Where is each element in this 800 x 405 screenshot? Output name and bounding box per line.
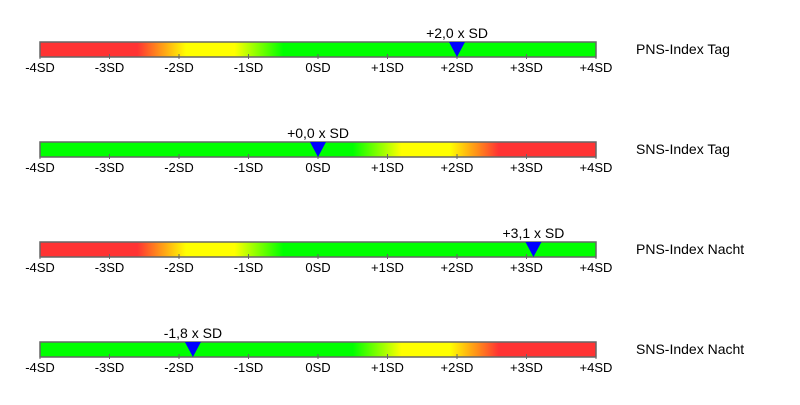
tick-label: -2SD xyxy=(164,160,194,175)
tick-label: +4SD xyxy=(580,360,613,375)
gauge-1: -4SD -3SD -2SD -1SD 0SD +1SD +2SD +3SD +4SD +0,0 … xyxy=(25,125,730,175)
value-marker xyxy=(525,242,542,257)
tick-label: +3SD xyxy=(510,60,543,75)
value-marker xyxy=(449,42,465,57)
gauge-label: PNS-Index Nacht xyxy=(636,241,744,257)
tick-label: -1SD xyxy=(234,360,264,375)
tick-label: +4SD xyxy=(580,60,613,75)
value-marker xyxy=(310,142,326,157)
gauge-label: PNS-Index Tag xyxy=(636,41,730,57)
tick-label: 0SD xyxy=(305,160,330,175)
value-marker xyxy=(184,342,201,357)
gauge-2: -4SD -3SD -2SD -1SD 0SD +1SD +2SD +3SD +4SD +3,1 … xyxy=(25,225,744,275)
gauge-3: -4SD -3SD -2SD -1SD 0SD +1SD +2SD +3SD +4SD -1,8 … xyxy=(25,325,744,375)
tick-label: 0SD xyxy=(305,360,330,375)
tick-label: +1SD xyxy=(371,360,404,375)
value-label: -1,8 x SD xyxy=(164,325,222,341)
tick-label: +2SD xyxy=(441,60,474,75)
tick-label: +3SD xyxy=(510,160,543,175)
tick-label: -4SD xyxy=(25,160,55,175)
tick-label: -3SD xyxy=(95,260,125,275)
tick-label: -2SD xyxy=(164,360,194,375)
tick-label: 0SD xyxy=(305,260,330,275)
tick-label: -2SD xyxy=(164,60,194,75)
tick-label: -1SD xyxy=(234,60,264,75)
tick-label: +1SD xyxy=(371,60,404,75)
value-label: +2,0 x SD xyxy=(426,25,488,41)
tick-label: +2SD xyxy=(441,160,474,175)
tick-label: +1SD xyxy=(371,160,404,175)
tick-label: -4SD xyxy=(25,360,55,375)
tick-label: +4SD xyxy=(580,160,613,175)
gauge-label: SNS-Index Nacht xyxy=(636,341,744,357)
tick-label: -4SD xyxy=(25,60,55,75)
tick-label: +4SD xyxy=(580,260,613,275)
tick-label: +2SD xyxy=(441,360,474,375)
tick-label: -3SD xyxy=(95,160,125,175)
tick-label: +3SD xyxy=(510,360,543,375)
tick-label: -2SD xyxy=(164,260,194,275)
value-label: +0,0 x SD xyxy=(287,125,349,141)
tick-label: +1SD xyxy=(371,260,404,275)
value-label: +3,1 x SD xyxy=(503,225,565,241)
tick-label: -3SD xyxy=(95,60,125,75)
tick-label: 0SD xyxy=(305,60,330,75)
tick-label: -3SD xyxy=(95,360,125,375)
tick-label: +2SD xyxy=(441,260,474,275)
tick-label: +3SD xyxy=(510,260,543,275)
gauge-label: SNS-Index Tag xyxy=(636,141,730,157)
tick-label: -4SD xyxy=(25,260,55,275)
tick-label: -1SD xyxy=(234,160,264,175)
tick-label: -1SD xyxy=(234,260,264,275)
gauge-0: -4SD -3SD -2SD -1SD 0SD +1SD +2SD +3SD +4SD +2,0 … xyxy=(25,25,730,75)
